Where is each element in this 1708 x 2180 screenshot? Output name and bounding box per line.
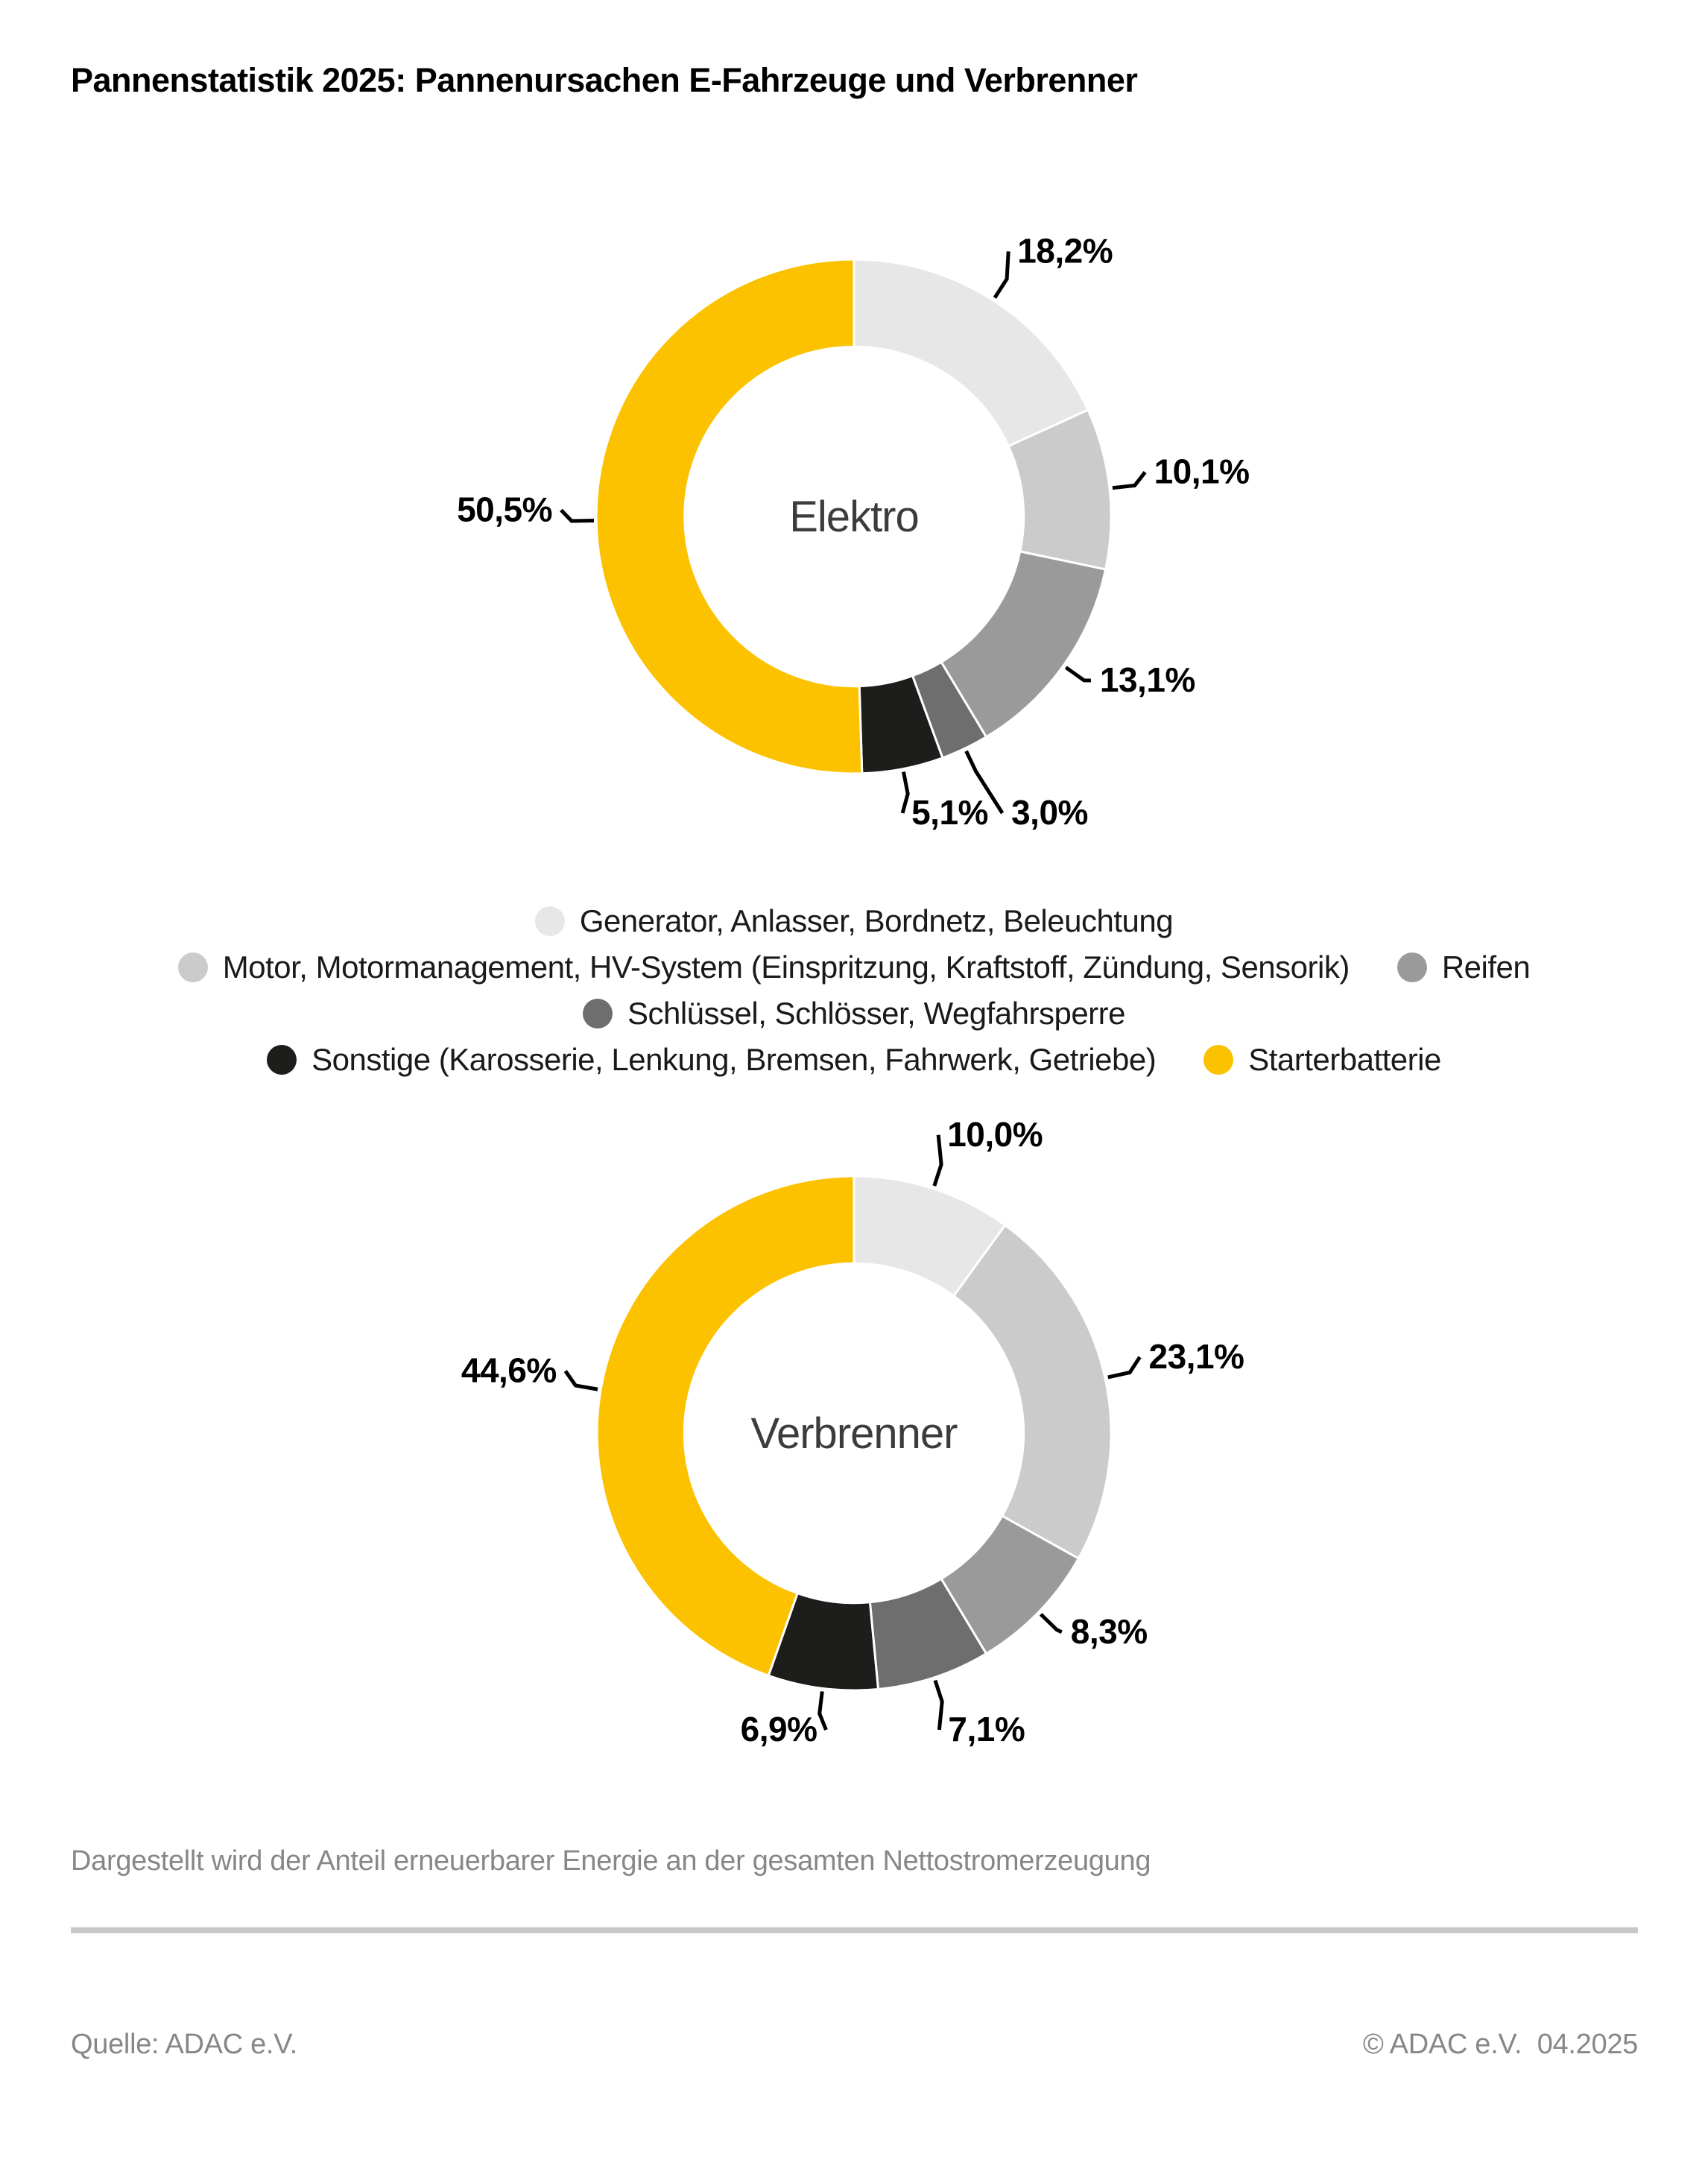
legend-row: Generator, Anlasser, Bordnetz, Beleuchtu… [534,903,1174,939]
legend-swatch-starterbatterie-icon [1203,1045,1234,1075]
legend-label: Generator, Anlasser, Bordnetz, Beleuchtu… [579,903,1174,938]
donut-center-label: Verbrenner [751,1409,958,1458]
donut-slice [595,258,864,775]
slice-percent-label: 3,0% [1011,793,1088,832]
label-leader-line [1107,1356,1142,1380]
donut-slice [952,1223,1113,1561]
slice-percent-label: 18,2% [1017,231,1113,270]
legend-label: Reifen [1441,950,1531,985]
divider-line [71,1927,1638,1933]
source-text: Quelle: ADAC e.V. [71,2029,298,2060]
label-leader-line [932,1134,943,1187]
slice-percent-label: 10,1% [1154,452,1250,491]
slice-percent-label: 6,9% [741,1710,817,1748]
legend-label: Sonstige (Karosserie, Lenkung, Bremsen, … [311,1042,1157,1077]
label-leader-line [563,1370,598,1391]
slice-percent-label: 23,1% [1149,1337,1244,1376]
page-title: Pannenstatistik 2025: Pannenursachen E-F… [71,61,1138,100]
legend-item-starterbatterie: Starterbatterie [1203,1042,1441,1078]
legend-label: Starterbatterie [1248,1042,1441,1077]
donut-slice [853,258,1089,448]
legend-label: Motor, Motormanagement, HV-System (Einsp… [222,950,1350,985]
legend-item-schluessel: Schlüssel, Schlösser, Wegfahrsperre [582,996,1126,1031]
label-leader-line [560,508,595,523]
slice-percent-label: 10,0% [947,1115,1043,1154]
footnote: Dargestellt wird der Anteil erneuerbarer… [71,1845,1151,1877]
label-leader-line [964,750,1005,815]
legend-item-motor: Motor, Motormanagement, HV-System (Einsp… [177,950,1350,985]
legend-row: Motor, Motormanagement, HV-System (Einsp… [177,950,1531,985]
slice-percent-label: 50,5% [457,490,552,528]
legend-item-generator: Generator, Anlasser, Bordnetz, Beleuchtu… [534,903,1174,939]
legend-swatch-reifen-icon [1397,952,1427,982]
legend-item-reifen: Reifen [1397,950,1531,985]
legend-row: Sonstige (Karosserie, Lenkung, Bremsen, … [267,1042,1441,1078]
elektro-donut-chart: 18,2% 10,1% 13,1% 3,0% 5,1% 50,5% Elektro [457,231,1250,832]
slice-percent-label: 44,6% [461,1351,557,1390]
copyright-text: © ADAC e.V. 04.2025 [1362,2029,1638,2060]
slice-percent-label: 13,1% [1100,660,1195,699]
legend-label: Schlüssel, Schlösser, Wegfahrsperre [627,996,1126,1031]
legend-swatch-sonstige-icon [267,1045,297,1075]
legend-item-sonstige: Sonstige (Karosserie, Lenkung, Bremsen, … [267,1042,1157,1078]
label-leader-line [1064,666,1091,683]
footer: Quelle: ADAC e.V. © ADAC e.V. 04.2025 [71,2029,1638,2061]
label-leader-line [1112,471,1147,490]
label-leader-line [933,1679,944,1731]
label-leader-line [817,1691,828,1731]
slice-percent-label: 7,1% [948,1710,1025,1748]
legend-swatch-motor-icon [177,952,208,982]
legend-swatch-schluessel-icon [582,999,613,1029]
label-leader-line [993,251,1010,299]
label-leader-line [1039,1613,1063,1634]
legend: Generator, Anlasser, Bordnetz, Beleuchtu… [0,903,1708,1078]
slice-percent-label: 5,1% [911,793,988,832]
verbrenner-donut-chart: 10,0% 23,1% 8,3% 7,1% 6,9% 44,6% Verbrenner [461,1115,1244,1748]
donut-center-label: Elektro [789,493,919,541]
slice-percent-label: 8,3% [1071,1612,1148,1651]
legend-row: Schlüssel, Schlösser, Wegfahrsperre [582,996,1126,1031]
legend-swatch-generator-icon [534,906,565,936]
donut-slice [595,1175,855,1678]
label-leader-line [900,771,910,814]
